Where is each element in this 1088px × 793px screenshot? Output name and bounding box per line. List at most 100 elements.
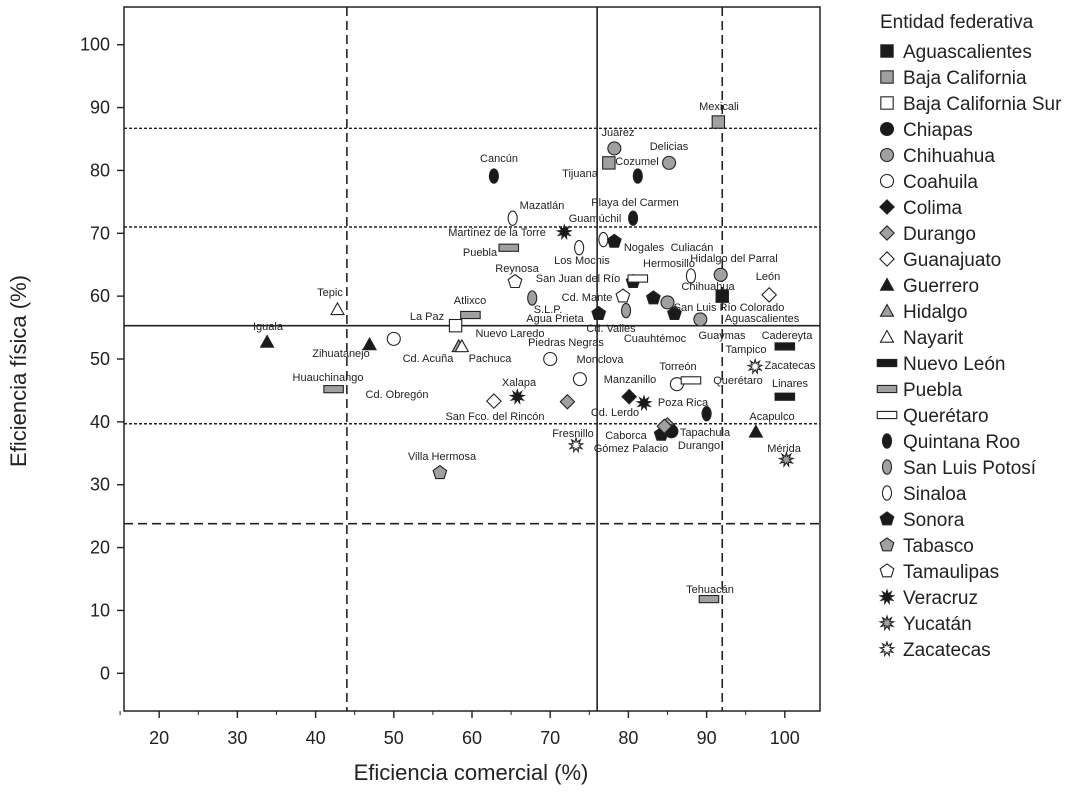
- data-point: [713, 267, 728, 282]
- data-point: [498, 243, 520, 252]
- point-label: Gómez Palacio: [594, 443, 669, 455]
- data-point: [748, 424, 764, 438]
- legend-entry-label: Aguascalientes: [903, 42, 1032, 63]
- point-label: Durango: [678, 440, 720, 452]
- point-label: San Luis Río Colorado: [674, 302, 785, 314]
- point-label: Guamúchil: [569, 213, 622, 225]
- data-point: [693, 312, 708, 327]
- point-label: Tijuana: [562, 168, 599, 180]
- point-label: Monclova: [576, 354, 624, 366]
- point-label: Linares: [772, 378, 809, 390]
- data-point: [555, 223, 573, 241]
- point-label: Mérida: [767, 443, 802, 455]
- data-point: [448, 318, 463, 333]
- point-label: Puebla: [463, 247, 498, 259]
- legend-entry-label: Baja California: [903, 68, 1027, 89]
- legend-marker: [879, 537, 895, 552]
- x-tick-label: 30: [227, 728, 247, 748]
- x-tick-label: 90: [697, 728, 717, 748]
- legend-marker: [876, 384, 898, 394]
- point-label: Poza Rica: [658, 397, 709, 409]
- legend-marker: [880, 70, 894, 84]
- data-point: [527, 290, 538, 306]
- data-point: [615, 288, 631, 303]
- point-label: Hermosillo: [643, 258, 695, 270]
- point-label: Piedras Negras: [528, 337, 604, 349]
- legend-marker: [878, 614, 896, 632]
- legend-entry-label: Nayarit: [903, 328, 964, 349]
- data-point: [774, 342, 796, 351]
- point-label: Cd. Lerdo: [591, 407, 639, 419]
- point-label: Hidalgo del Parral: [690, 253, 777, 265]
- legend-entry-label: Quintana Roo: [903, 432, 1020, 453]
- point-label: San Juan del Río: [536, 273, 620, 285]
- legend-marker: [878, 640, 896, 658]
- point-label: San Fco. del Rincón: [445, 411, 544, 423]
- y-tick-label: 20: [90, 538, 110, 558]
- data-point: [627, 274, 649, 283]
- point-label: Playa del Carmen: [591, 197, 678, 209]
- point-label: Fresnillo: [552, 428, 594, 440]
- legend-entry-label: Sonora: [903, 510, 965, 531]
- data-point: [362, 336, 377, 351]
- legend-marker: [881, 485, 893, 501]
- y-tick-label: 10: [90, 600, 110, 620]
- point-label: La Paz: [410, 311, 444, 323]
- data-point: [507, 273, 523, 289]
- legend-entry-label: Zacatecas: [903, 640, 991, 661]
- data-point: [543, 351, 558, 367]
- point-label: Cadereyta: [762, 330, 814, 342]
- data-point: [632, 168, 643, 184]
- data-point: [701, 405, 712, 422]
- data-point: [656, 418, 673, 435]
- point-label: Cuauhtémoc: [624, 333, 687, 345]
- point-label: Guaymas: [698, 330, 746, 342]
- data-point: [746, 357, 764, 375]
- data-point: [574, 240, 585, 256]
- point-label: Mazatlán: [520, 200, 565, 212]
- data-point: [635, 394, 653, 412]
- y-tick-label: 30: [90, 475, 110, 495]
- point-label: Torreón: [659, 361, 696, 373]
- legend-entry-label: Guerrero: [903, 276, 979, 297]
- data-point: [607, 141, 622, 156]
- legend-entry-label: Tabasco: [903, 536, 974, 557]
- legend-entry-label: Colima: [903, 198, 963, 219]
- point-label: Zacatecas: [765, 360, 816, 372]
- point-label: Tampico: [726, 344, 767, 356]
- point-label: Cd. Mante: [562, 292, 613, 304]
- legend: Entidad federativa Aguascalientes Baja Ca…: [876, 12, 1062, 661]
- y-tick-label: 70: [90, 223, 110, 243]
- legend-entry-label: Querétaro: [903, 406, 989, 427]
- point-label: Nuevo Laredo: [475, 328, 544, 340]
- point-label: Juárez: [601, 127, 634, 139]
- legend-marker: [879, 199, 895, 215]
- point-label: Cd. Acuña: [403, 353, 455, 365]
- data-point: [620, 302, 632, 319]
- data-point: [774, 392, 796, 401]
- legend-marker: [879, 511, 895, 526]
- legend-marker: [879, 563, 895, 578]
- legend-marker: [880, 44, 894, 58]
- point-label: Cd. Valles: [586, 323, 636, 335]
- data-point: [323, 385, 344, 394]
- point-label: Delicias: [650, 141, 689, 153]
- legend-entry-label: Veracruz: [903, 588, 978, 609]
- data-point: [685, 268, 697, 284]
- data-point: [488, 168, 499, 184]
- point-label: Martínez de la Torre: [448, 227, 546, 239]
- point-label: Villa Hermosa: [408, 451, 477, 463]
- legend-entry-label: Puebla: [903, 380, 963, 401]
- legend-entry-label: Tamaulipas: [903, 562, 999, 583]
- point-label: Tehuacán: [686, 584, 734, 596]
- legend-entry-label: Nuevo León: [903, 354, 1005, 375]
- legend-marker: [879, 147, 895, 163]
- point-label: Cozumel: [615, 156, 658, 168]
- legend-marker: [876, 358, 898, 368]
- legend-marker: [879, 277, 895, 291]
- legend-entry-label: Chihuahua: [903, 146, 995, 167]
- data-point: [485, 393, 502, 410]
- legend-entry-label: Coahuila: [903, 172, 978, 193]
- point-label: Nogales: [624, 242, 665, 254]
- data-point: [330, 301, 345, 316]
